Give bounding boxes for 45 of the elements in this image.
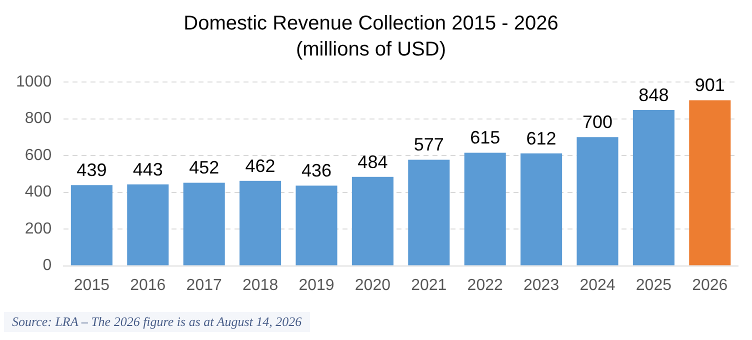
data-label: 901 [694, 75, 725, 96]
x-tick-label: 2024 [580, 276, 616, 294]
chart-title: Domestic Revenue Collection 2015 - 2026 [184, 12, 558, 35]
bar [127, 184, 169, 266]
y-tick-label: 400 [24, 184, 52, 201]
x-tick-label: 2017 [186, 276, 222, 294]
y-tick-label: 1000 [16, 73, 52, 90]
data-label: 439 [76, 160, 107, 180]
bar [352, 176, 394, 266]
chart-subtitle: (millions of USD) [296, 38, 446, 61]
bar [70, 185, 112, 266]
source-note: Source: LRA – The 2026 figure is as at August 14, 2026 [4, 312, 310, 332]
x-tick-label: 2016 [130, 276, 166, 294]
x-tick-label: 2023 [524, 276, 560, 294]
bar [689, 100, 731, 266]
bar [632, 110, 674, 266]
x-tick-label: 2020 [354, 276, 391, 294]
bar [296, 186, 338, 266]
bar [408, 160, 450, 266]
x-tick-label: 2018 [242, 276, 278, 294]
data-label: 612 [526, 128, 556, 148]
x-tick-label: 2021 [411, 276, 447, 294]
x-tick-label: 2022 [467, 276, 503, 294]
bar [464, 152, 506, 266]
bar [576, 137, 618, 266]
y-tick-label: 0 [42, 257, 52, 274]
data-label: 462 [245, 156, 276, 176]
data-label: 452 [189, 158, 220, 178]
data-label: 848 [638, 84, 669, 105]
data-label: 615 [470, 128, 500, 148]
y-tick-label: 800 [24, 110, 52, 128]
bar [240, 180, 282, 266]
bar [183, 182, 225, 266]
data-label: 436 [301, 160, 332, 181]
x-tick-label: 2019 [298, 276, 334, 294]
x-tick-label: 2025 [636, 276, 672, 294]
bar [520, 153, 562, 266]
y-tick-label: 600 [24, 146, 52, 164]
data-label: 577 [414, 134, 444, 155]
data-label: 700 [582, 112, 613, 132]
data-label: 443 [132, 159, 163, 180]
x-tick-label: 2015 [74, 276, 110, 294]
y-tick-label: 200 [24, 220, 52, 238]
data-label: 484 [358, 152, 388, 172]
x-tick-label: 2026 [692, 276, 728, 294]
